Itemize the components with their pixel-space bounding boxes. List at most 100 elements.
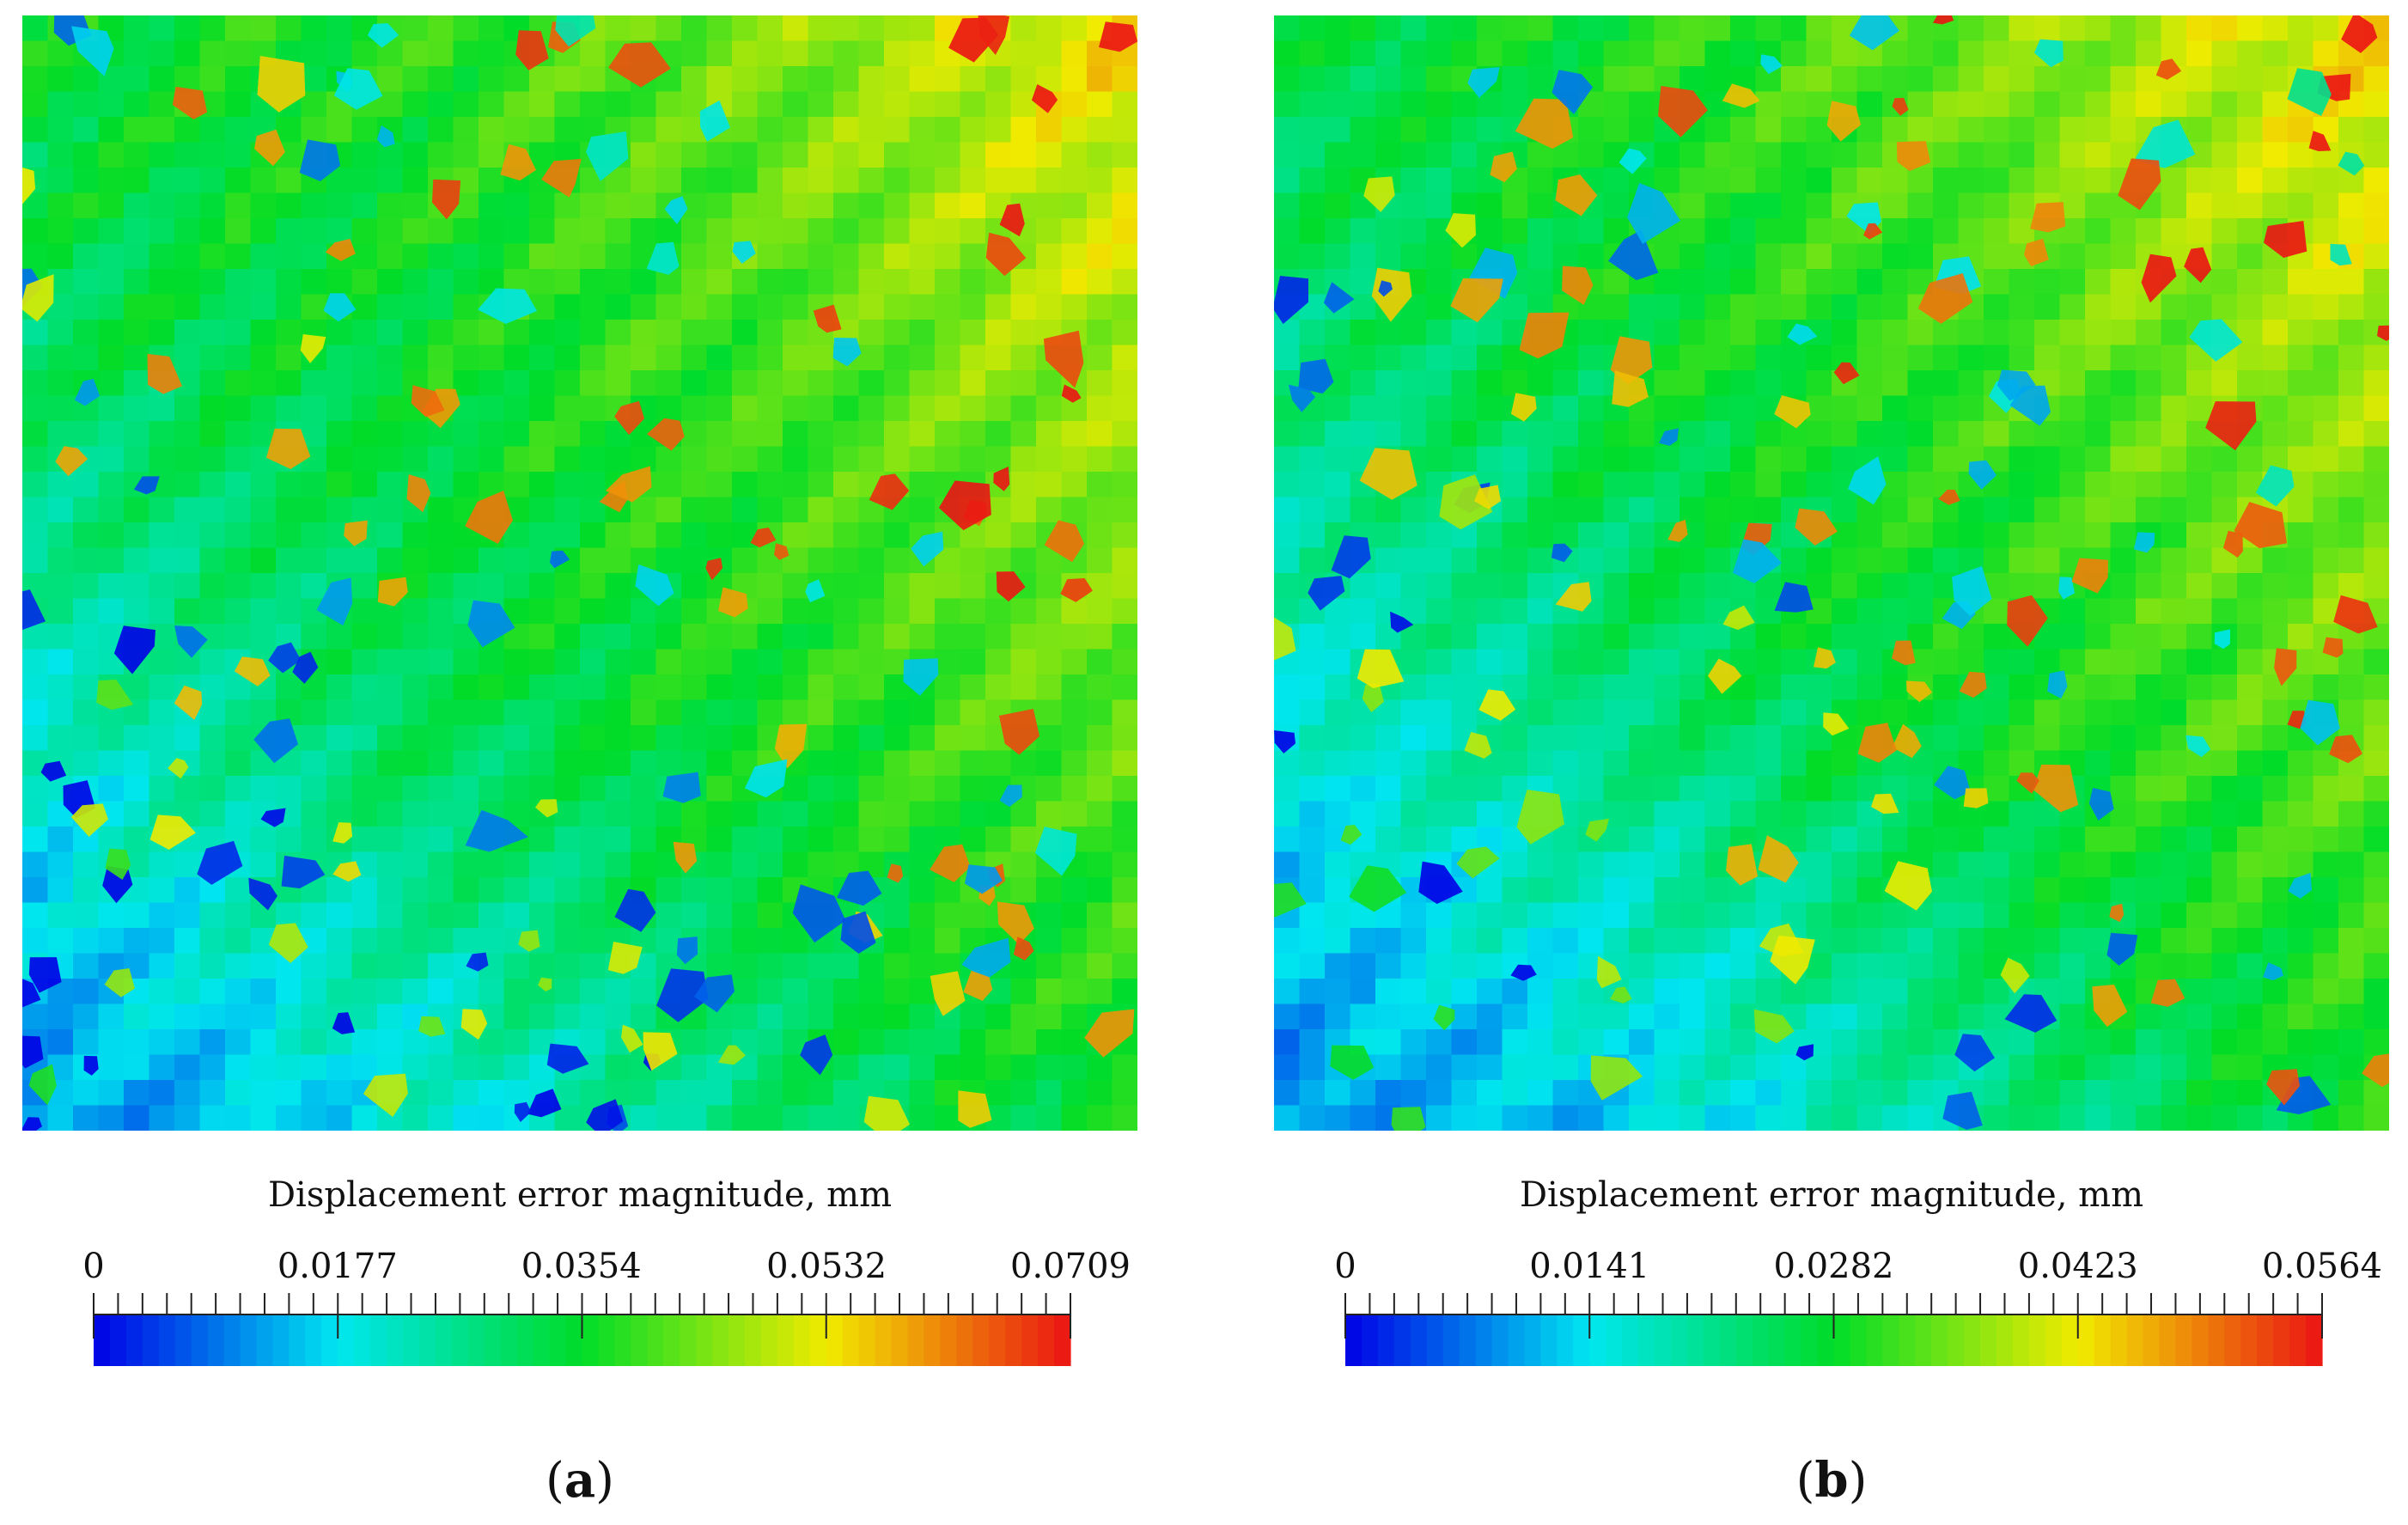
heatmap-cell: [681, 598, 708, 625]
heatmap-cell: [1806, 142, 1832, 168]
heatmap-cell: [1856, 66, 1883, 93]
heatmap-cell: [1375, 142, 1402, 168]
heatmap-cell: [2211, 15, 2238, 42]
heatmap-cell: [529, 218, 556, 245]
heatmap-cell: [377, 979, 404, 1005]
heatmap-cell: [1010, 66, 1037, 93]
heatmap-cell: [22, 142, 49, 168]
colorbar-swatch: [760, 1315, 778, 1366]
heatmap-cell: [22, 91, 49, 118]
heatmap-cell: [124, 573, 150, 600]
heatmap-cell: [1730, 345, 1757, 371]
heatmap-cell: [1730, 1080, 1757, 1107]
heatmap-cell: [2262, 750, 2289, 777]
heatmap-cell: [47, 877, 74, 904]
heatmap-cell: [706, 15, 733, 42]
heatmap-cell: [529, 243, 556, 270]
heatmap-cell: [706, 801, 733, 827]
heatmap-cell: [1375, 395, 1402, 422]
heatmap-cell: [2186, 66, 2213, 93]
colorbar-swatch: [1866, 1315, 1883, 1366]
heatmap-cell: [377, 750, 404, 777]
hot-spot: [363, 1073, 408, 1118]
heatmap-cell: [2034, 15, 2061, 42]
heatmap-cell: [2009, 91, 2035, 118]
heatmap-cell: [681, 142, 708, 168]
heatmap-cell: [2085, 269, 2112, 296]
heatmap-cell: [1730, 1003, 1757, 1030]
heatmap-cell: [1704, 1029, 1731, 1056]
heatmap-cell: [1299, 649, 1326, 675]
hot-spot: [1362, 682, 1384, 713]
heatmap-cell: [225, 91, 252, 118]
heatmap-cell: [1061, 269, 1088, 296]
heatmap-cell: [1984, 801, 2010, 827]
heatmap-cell: [1502, 573, 1528, 600]
cold-spot: [2033, 39, 2064, 68]
colorbar-swatch: [924, 1315, 941, 1366]
cold-spot: [292, 651, 319, 684]
heatmap-cell: [1451, 801, 1478, 827]
heatmap-cell: [1087, 573, 1113, 600]
cold-spot: [646, 241, 680, 275]
heatmap-cell: [1933, 218, 1960, 245]
heatmap-cell: [909, 725, 936, 752]
colorbar-swatch: [1882, 1315, 1899, 1366]
heatmap-cell: [1730, 497, 1757, 523]
heatmap-cell: [960, 117, 986, 143]
heatmap-cell: [1087, 674, 1113, 701]
heatmap-cell: [2186, 547, 2213, 574]
heatmap-cell: [174, 1003, 201, 1030]
heatmap-cell: [1578, 15, 1605, 42]
heatmap-cell: [174, 725, 201, 752]
heatmap-cell: [1806, 472, 1832, 498]
heatmap-cell: [2009, 497, 2035, 523]
heatmap-cell: [1578, 370, 1605, 397]
heatmap-cell: [351, 243, 378, 270]
cold-spot: [676, 936, 698, 965]
heatmap-cell: [1112, 877, 1137, 904]
heatmap-cell: [174, 547, 201, 574]
heatmap-cell: [453, 243, 479, 270]
heatmap-cell: [479, 776, 505, 802]
heatmap-cell: [2110, 725, 2137, 752]
hot-spot: [1959, 671, 1987, 698]
heatmap-cell: [681, 725, 708, 752]
heatmap-cell: [1984, 218, 2010, 245]
heatmap-cell: [428, 598, 454, 625]
hot-spot: [996, 571, 1026, 602]
heatmap-cell: [2009, 928, 2035, 955]
heatmap-cell: [2262, 776, 2289, 802]
heatmap-cell: [2211, 851, 2238, 878]
colorbar-swatch: [484, 1315, 502, 1366]
colorbar-swatch: [2306, 1315, 2323, 1366]
heatmap-cell: [1832, 320, 1858, 346]
heatmap-cell: [1426, 40, 1453, 67]
heatmap-cell: [1629, 117, 1655, 143]
cold-spot: [2287, 68, 2332, 116]
heatmap-cell: [1426, 66, 1453, 93]
heatmap-cell: [554, 624, 581, 650]
heatmap-cell: [757, 192, 783, 219]
heatmap-cell: [1010, 15, 1037, 42]
heatmap-cell: [149, 168, 175, 194]
hot-spot: [607, 942, 643, 974]
heatmap-cell: [1984, 547, 2010, 574]
heatmap-cell: [1299, 472, 1326, 498]
heatmap-cell: [1933, 1003, 1960, 1030]
heatmap-cell: [1552, 979, 1579, 1005]
heatmap-cell: [985, 522, 1012, 549]
heatmap-cell: [1984, 928, 2010, 955]
cold-spot: [1323, 282, 1355, 314]
heatmap-cell: [1832, 1080, 1858, 1107]
heatmap-cell: [631, 269, 657, 296]
heatmap-cell: [909, 395, 936, 422]
cold-spot: [83, 1055, 99, 1076]
heatmap-cell: [1806, 624, 1832, 650]
heatmap-cell: [529, 522, 556, 549]
heatmap-cell: [884, 776, 911, 802]
heatmap-cell: [1477, 421, 1503, 448]
heatmap-cell: [2288, 421, 2314, 448]
heatmap-cell: [98, 142, 125, 168]
heatmap-cell: [2338, 674, 2365, 701]
